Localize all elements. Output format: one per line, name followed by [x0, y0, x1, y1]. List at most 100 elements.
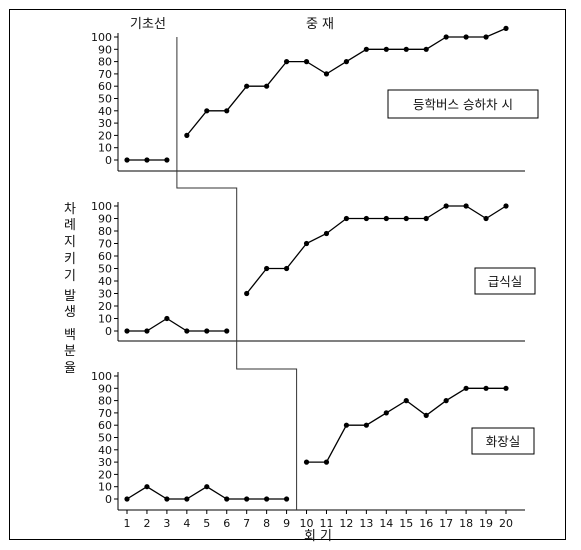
- y-tick-label: 90: [98, 213, 112, 226]
- baseline-data-point: [124, 157, 130, 163]
- baseline-data-point: [184, 328, 190, 334]
- intervention-data-point: [443, 398, 449, 404]
- y-tick-label: 20: [98, 468, 112, 481]
- y-tick-label: 70: [98, 407, 112, 420]
- y-tick-label: 50: [98, 93, 112, 106]
- intervention-data-point: [343, 422, 350, 428]
- intervention-data-point: [323, 459, 330, 465]
- baseline-data-point: [204, 484, 210, 490]
- y-tick-label: 30: [98, 117, 112, 130]
- intervention-phase-label: 중 재: [306, 17, 334, 32]
- baseline-phase-label: 기초선: [130, 17, 166, 32]
- intervention-data-point: [224, 108, 230, 114]
- x-tick-label: 14: [379, 517, 393, 530]
- x-axis-label: 회 기: [304, 529, 332, 544]
- y-tick-label: 30: [98, 456, 112, 469]
- baseline-data-point: [204, 328, 210, 334]
- intervention-data-point: [283, 265, 290, 272]
- intervention-data-point: [264, 265, 270, 272]
- baseline-data-point: [164, 315, 170, 322]
- y-tick-label: 50: [98, 263, 112, 276]
- y-tick-label: 40: [98, 444, 112, 457]
- intervention-data-point: [383, 215, 389, 222]
- x-tick-label: 13: [359, 517, 373, 530]
- baseline-data-point: [184, 496, 190, 502]
- intervention-series-line: [246, 205, 507, 294]
- x-tick-label: 6: [223, 517, 230, 530]
- x-tick-label: 2: [143, 517, 150, 530]
- y-label-char: 례: [64, 218, 76, 233]
- y-label-char: 지: [64, 235, 76, 250]
- y-label-char: 키: [64, 252, 76, 267]
- x-tick-label: 5: [203, 517, 210, 530]
- intervention-data-point: [503, 203, 509, 209]
- intervention-data-point: [303, 240, 310, 247]
- y-label-char: 생: [64, 305, 76, 320]
- baseline-data-point: [144, 157, 150, 163]
- x-tick-label: 7: [243, 517, 250, 530]
- y-tick-label: 80: [98, 395, 112, 408]
- intervention-data-point: [443, 34, 449, 40]
- intervention-data-point: [264, 83, 270, 89]
- intervention-data-point: [483, 385, 489, 391]
- intervention-data-point: [244, 290, 250, 297]
- baseline-data-point: [144, 328, 150, 334]
- setting-label-box: [474, 267, 536, 295]
- x-tick-label: 12: [339, 517, 353, 530]
- intervention-data-point: [423, 46, 429, 52]
- intervention-data-point: [303, 59, 310, 65]
- x-tick-label: 20: [499, 517, 513, 530]
- baseline-data-point: [164, 157, 170, 163]
- y-tick-label: 90: [98, 43, 112, 56]
- baseline-data-point: [224, 496, 230, 502]
- y-tick-label: 20: [98, 300, 112, 313]
- y-tick-label: 70: [98, 68, 112, 81]
- x-tick-label: 15: [399, 517, 413, 530]
- y-tick-label: 0: [105, 325, 112, 338]
- y-tick-label: 100: [91, 370, 112, 383]
- y-tick-label: 60: [98, 250, 112, 263]
- intervention-data-point: [244, 83, 250, 89]
- baseline-data-point: [283, 496, 290, 502]
- intervention-data-point: [204, 108, 210, 114]
- intervention-data-point: [483, 34, 489, 40]
- baseline-data-point: [224, 328, 230, 334]
- intervention-data-point: [423, 412, 429, 418]
- setting-label: 등학버스 승하차 시: [413, 97, 513, 112]
- intervention-data-point: [503, 25, 509, 31]
- x-tick-label: 11: [319, 517, 333, 530]
- y-tick-label: 60: [98, 419, 112, 432]
- intervention-data-point: [483, 215, 489, 222]
- y-tick-label: 40: [98, 275, 112, 288]
- phase-change-staircase: [176, 37, 298, 510]
- y-label-char: 율: [64, 361, 76, 376]
- y-tick-label: 10: [98, 481, 112, 494]
- intervention-data-point: [403, 215, 409, 222]
- baseline-data-point: [144, 484, 150, 490]
- intervention-data-point: [303, 459, 310, 465]
- intervention-data-point: [363, 46, 369, 52]
- x-tick-label: 17: [439, 517, 453, 530]
- y-tick-label: 60: [98, 80, 112, 93]
- setting-label: 급식실: [488, 274, 523, 289]
- intervention-data-point: [184, 132, 190, 138]
- y-tick-label: 100: [91, 200, 112, 213]
- intervention-data-point: [283, 59, 290, 65]
- y-label-char: 차: [64, 202, 76, 217]
- x-axis: 1 2 3 4 5 6 7 8 9 10 11 12 13 14 15 16 17 18 19 20: [124, 510, 513, 530]
- intervention-data-point: [363, 215, 369, 222]
- intervention-data-point: [463, 203, 469, 209]
- intervention-data-point: [443, 203, 449, 209]
- x-tick-label: 18: [459, 517, 473, 530]
- baseline-series-line: [127, 317, 227, 332]
- y-tick-label: 50: [98, 432, 112, 445]
- intervention-data-point: [383, 410, 389, 416]
- x-tick-label: 9: [283, 517, 290, 530]
- intervention-data-point: [403, 46, 409, 52]
